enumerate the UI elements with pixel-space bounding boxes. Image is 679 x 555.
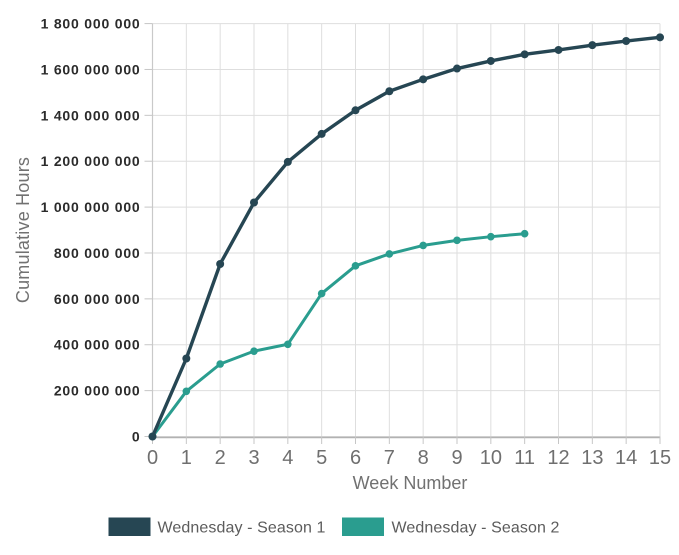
svg-text:1: 1: [181, 447, 192, 469]
svg-text:14: 14: [615, 447, 637, 469]
svg-text:10: 10: [480, 447, 502, 469]
svg-text:1 400 000 000: 1 400 000 000: [41, 107, 141, 123]
svg-text:0: 0: [132, 429, 141, 445]
svg-text:Cumulative Hours: Cumulative Hours: [13, 157, 33, 303]
svg-text:600 000 000: 600 000 000: [54, 291, 141, 307]
svg-text:6: 6: [350, 447, 361, 469]
svg-text:Week Number: Week Number: [353, 473, 468, 493]
svg-text:8: 8: [418, 447, 429, 469]
svg-text:1 800 000 000: 1 800 000 000: [41, 16, 141, 32]
svg-text:1 200 000 000: 1 200 000 000: [41, 153, 141, 169]
svg-text:200 000 000: 200 000 000: [54, 383, 141, 399]
svg-text:12: 12: [547, 447, 569, 469]
svg-text:15: 15: [649, 447, 671, 469]
svg-text:4: 4: [282, 447, 293, 469]
svg-text:5: 5: [316, 447, 327, 469]
svg-text:11: 11: [514, 447, 535, 469]
svg-text:0: 0: [147, 447, 158, 469]
svg-text:13: 13: [581, 447, 603, 469]
svg-text:800 000 000: 800 000 000: [54, 245, 141, 261]
svg-text:7: 7: [384, 447, 395, 469]
svg-text:9: 9: [451, 447, 462, 469]
svg-text:Wednesday - Season 1: Wednesday - Season 1: [158, 520, 326, 537]
svg-text:2: 2: [215, 447, 226, 469]
svg-text:3: 3: [248, 447, 259, 469]
svg-text:Wednesday - Season 2: Wednesday - Season 2: [392, 520, 560, 537]
svg-text:1 000 000 000: 1 000 000 000: [41, 199, 141, 215]
svg-text:1 600 000 000: 1 600 000 000: [41, 61, 141, 77]
svg-text:400 000 000: 400 000 000: [54, 337, 141, 353]
